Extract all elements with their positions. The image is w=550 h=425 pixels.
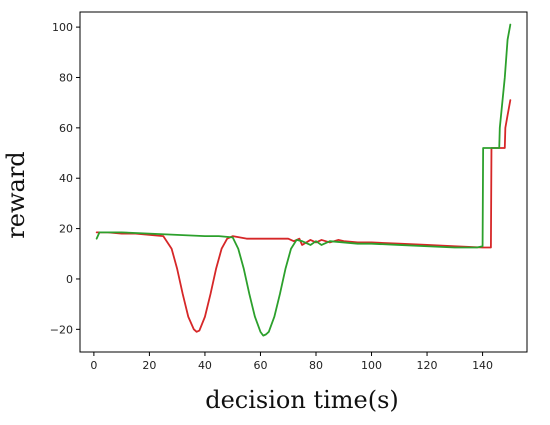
plot-frame xyxy=(79,11,528,353)
y-tick-label: 20 xyxy=(59,223,73,236)
axes: 0 20 40 60 80 100 120 140 −20 0 20 40 60 80 100 xyxy=(50,11,528,372)
x-tick-label: 60 xyxy=(253,359,267,372)
x-tick-label: 20 xyxy=(142,359,156,372)
series-line-2 xyxy=(95,23,512,337)
y-tick-label: 60 xyxy=(59,122,73,135)
x-tick-label: 0 xyxy=(90,359,97,372)
y-tick-label: 0 xyxy=(66,273,73,286)
series-line-1 xyxy=(95,99,512,333)
x-tick-label: 80 xyxy=(309,359,323,372)
x-tick-label: 40 xyxy=(198,359,212,372)
y-tick-label: 80 xyxy=(59,71,73,84)
x-tick-label: 120 xyxy=(417,359,438,372)
y-tick-label: 100 xyxy=(52,21,73,34)
y-tick-label: −20 xyxy=(50,323,73,336)
x-tick-label: 100 xyxy=(361,359,382,372)
plot-area xyxy=(95,23,512,337)
x-axis-label: decision time(s) xyxy=(205,386,399,414)
y-tick-label: 40 xyxy=(59,172,73,185)
y-axis-label: reward xyxy=(2,151,30,238)
x-tick-label: 140 xyxy=(472,359,493,372)
